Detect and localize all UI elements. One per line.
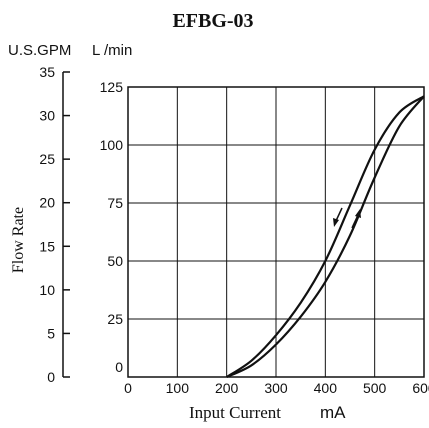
chart-title: EFBG-03 — [172, 10, 253, 32]
arrow-up-head-icon — [355, 209, 361, 218]
x-tick-label: 200 — [215, 380, 239, 396]
y-tick-label-lmin: 50 — [107, 253, 123, 269]
y-tick-label-lmin: 25 — [107, 311, 123, 327]
y-tick-label-lmin: 100 — [100, 137, 124, 153]
y-tick-label-gpm: 10 — [39, 282, 55, 298]
y-tick-label-gpm: 25 — [39, 151, 55, 167]
gpm-axis: 0 5 10 15 20 25 30 35 — [39, 64, 70, 385]
right-unit-label: L /min — [92, 42, 132, 59]
plot-area: 0 25 50 75 100 125 0 100 200 300 400 500 600 — [100, 79, 429, 396]
x-axis-unit: mA — [320, 403, 346, 422]
y-tick-label-gpm: 0 — [47, 369, 55, 385]
plot-frame — [127, 86, 425, 378]
y-tick-label-gpm: 5 — [47, 325, 55, 341]
arrows — [333, 207, 361, 229]
y-tick-label-gpm: 20 — [39, 195, 55, 211]
series-line — [226, 95, 425, 379]
series-line — [226, 95, 425, 378]
left-unit-label: U.S.GPM — [8, 42, 71, 59]
y-tick-label-lmin: 75 — [107, 195, 123, 211]
x-tick-label: 600 — [412, 380, 429, 396]
y-tick-label-gpm: 15 — [39, 238, 55, 254]
arrow-down-head-icon — [333, 218, 339, 227]
x-tick-label: 100 — [166, 380, 190, 396]
x-tick-label: 0 — [124, 380, 132, 396]
x-axis-title: Input Current — [189, 403, 281, 422]
y-tick-label-lmin: 125 — [100, 79, 124, 95]
x-tick-label: 400 — [314, 380, 338, 396]
x-tick-label: 500 — [363, 380, 387, 396]
x-tick-label: 300 — [264, 380, 288, 396]
y-tick-label-lmin: 0 — [115, 359, 123, 375]
y-tick-label-gpm: 30 — [39, 108, 55, 124]
y-tick-label-gpm: 35 — [39, 64, 55, 80]
y-axis-title: Flow Rate — [10, 207, 27, 273]
